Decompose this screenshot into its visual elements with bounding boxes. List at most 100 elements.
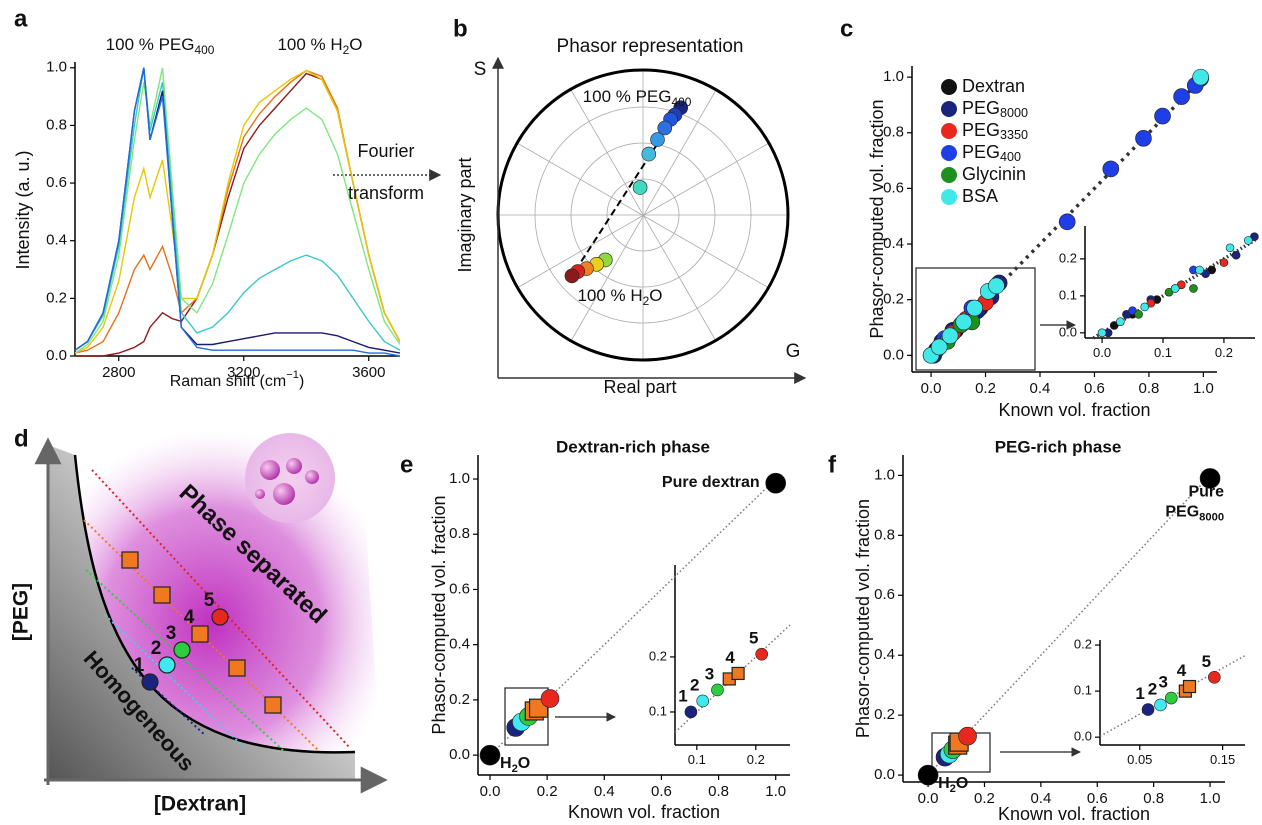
inset-point xyxy=(1243,236,1253,245)
text-part: PEG xyxy=(962,142,1000,162)
x-tick-label: 0.15 xyxy=(1210,752,1235,767)
y-tick-label: 0.2 xyxy=(874,706,895,723)
x-tick-label: 0.1 xyxy=(688,752,706,767)
annotation: 100 % H2O xyxy=(577,286,662,308)
x-tick-label: 0.8 xyxy=(1143,790,1164,807)
y-tick-label: 0.6 xyxy=(883,179,904,196)
x-tick-label: 0.4 xyxy=(1030,790,1051,807)
x-tick-label: 1.0 xyxy=(1193,380,1214,397)
y-tick-label: 0.8 xyxy=(46,116,67,133)
inset-point xyxy=(1170,284,1180,293)
inset-point-label: 1 xyxy=(678,686,687,705)
inset-point xyxy=(1195,265,1204,275)
text-part: 2 xyxy=(512,763,518,775)
x-tick-label: 0.4 xyxy=(594,783,615,800)
point-label: 2 xyxy=(151,638,162,659)
point-label: Pure dextran xyxy=(662,474,760,491)
text-part: −1 xyxy=(286,369,299,381)
spectrum-line xyxy=(75,67,400,354)
inset-point xyxy=(1219,258,1229,267)
panel-letter: e xyxy=(400,451,413,478)
inset-point xyxy=(1154,698,1167,712)
y-axis-label: Phasor-computed vol. fraction xyxy=(853,499,873,738)
text-part: O xyxy=(518,755,530,772)
point-label: 4 xyxy=(184,607,195,628)
text-part: 2 xyxy=(643,294,650,308)
identity-line xyxy=(1092,238,1256,340)
axis-letter: G xyxy=(786,341,801,362)
data-point xyxy=(1058,213,1076,231)
x-tick-label: 1.0 xyxy=(765,783,786,800)
inset-point-label: 5 xyxy=(749,629,758,648)
y-tick-label: 0.8 xyxy=(883,124,904,141)
inset-point xyxy=(1225,243,1235,253)
text-part: PEG xyxy=(962,98,1000,118)
text-part: H xyxy=(938,775,950,792)
text-part: 100 % PEG xyxy=(583,87,672,106)
phasor-point xyxy=(657,120,673,136)
point-label: 5 xyxy=(204,590,215,611)
x-tick-label: 0.2 xyxy=(537,783,558,800)
legend-label: PEG400 xyxy=(962,142,1021,165)
text-part: Raman shift (cm xyxy=(170,373,286,390)
x-tick-label: 0.6 xyxy=(1084,380,1105,397)
point-label: 1 xyxy=(134,655,145,676)
inset-point-label: 4 xyxy=(725,648,735,667)
y-tick-label: 0.1 xyxy=(1074,683,1092,698)
x-tick-label: 0.6 xyxy=(651,783,672,800)
text-part: Pure xyxy=(1188,484,1224,501)
data-point xyxy=(941,327,959,345)
y-tick-label: 0.2 xyxy=(1074,637,1092,652)
x-tick-label: 0.0 xyxy=(921,380,942,397)
data-point xyxy=(930,338,948,356)
panel-letter: a xyxy=(14,5,28,32)
y-tick-label: 1.0 xyxy=(46,59,67,76)
text-part: 8000 xyxy=(1199,511,1224,523)
data-point xyxy=(479,744,501,766)
data-point xyxy=(917,764,939,786)
text-part: 400 xyxy=(194,43,214,57)
text-part: O xyxy=(649,286,662,305)
y-tick-label: 0.1 xyxy=(1059,287,1077,302)
data-point xyxy=(1173,88,1190,105)
text-part: O xyxy=(349,35,362,54)
legend-marker xyxy=(941,145,957,161)
identity-line xyxy=(927,474,1211,776)
data-point xyxy=(958,726,977,746)
x-tick-label: 0.2 xyxy=(747,752,765,767)
y-tick-label: 0.4 xyxy=(874,646,895,663)
data-point xyxy=(1102,160,1120,178)
data-point xyxy=(765,472,787,494)
text-part: transform xyxy=(348,183,424,203)
text-part: PEG xyxy=(962,120,1000,140)
diagram-point xyxy=(158,656,176,674)
y-tick-label: 0.8 xyxy=(449,525,470,542)
x-tick-label: 3600 xyxy=(352,364,385,381)
phasor-grid xyxy=(498,70,788,360)
diagram-point xyxy=(211,608,229,626)
legend-label: Glycinin xyxy=(962,164,1026,184)
inset-point xyxy=(1189,284,1198,293)
legend-label: BSA xyxy=(962,186,998,206)
text-part: 2 xyxy=(343,43,350,57)
text-part: H xyxy=(500,755,512,772)
spectrum-line xyxy=(75,69,400,354)
y-tick-label: 0.0 xyxy=(46,347,67,364)
inset-point xyxy=(1134,310,1143,319)
legend-marker xyxy=(941,167,957,183)
y-tick-label: 0.1 xyxy=(649,703,667,718)
diagram-point xyxy=(191,625,209,643)
y-tick-label: 0.4 xyxy=(883,235,904,252)
x-axis-label: Known vol. fraction xyxy=(568,802,720,822)
inset-point xyxy=(1116,317,1125,327)
text-part: Glycinin xyxy=(962,164,1026,184)
x-tick-label: 0.1 xyxy=(1154,345,1172,360)
inset-point xyxy=(1097,328,1107,338)
y-tick-label: 0.0 xyxy=(1074,729,1092,744)
y-tick-label: 0.6 xyxy=(46,174,67,191)
data-point xyxy=(955,313,973,331)
panel-letter: f xyxy=(828,451,837,478)
panel-letter: d xyxy=(14,425,29,452)
point-label: 3 xyxy=(166,623,177,644)
legend-label: Dextran xyxy=(962,76,1025,96)
